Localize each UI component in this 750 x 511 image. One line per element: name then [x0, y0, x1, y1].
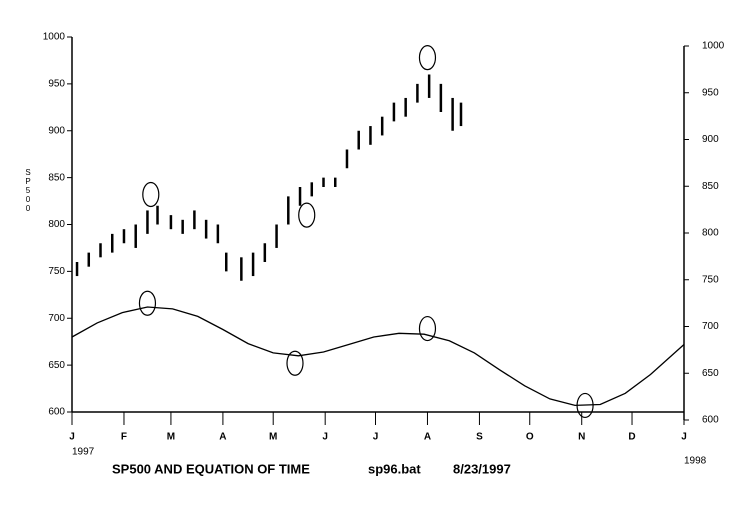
circled-point: [576, 392, 594, 419]
y2-tick-label: 700: [702, 321, 719, 332]
y-tick-label: 600: [48, 407, 65, 418]
x-tick-label: F: [121, 432, 127, 443]
x-tick-label: J: [322, 432, 328, 443]
y-tick-label: 900: [48, 125, 65, 136]
x-tick-label: J: [373, 432, 379, 443]
equation-of-time-curve: [71, 306, 685, 407]
y2-tick-label: 650: [702, 368, 719, 379]
y2-tick-label: 900: [702, 134, 719, 145]
x-tick-label: M: [167, 432, 175, 443]
y2-tick-label: 800: [702, 228, 719, 239]
y-tick-label: 950: [48, 79, 65, 90]
year-label: 1998: [684, 456, 707, 467]
circled-point: [142, 181, 160, 208]
y2-tick-label: 850: [702, 181, 719, 192]
chart-title: SP500 AND EQUATION OF TIME: [112, 461, 310, 476]
y2-tick-label: 950: [702, 87, 719, 98]
y-tick-label: 800: [48, 219, 65, 230]
year-label: 1997: [72, 447, 95, 458]
x-tick-label: A: [219, 432, 226, 443]
y2-tick-label: 600: [702, 415, 719, 426]
x-tick-label: M: [269, 432, 277, 443]
y-tick-label: 850: [48, 172, 65, 183]
x-tick-label: J: [681, 432, 687, 443]
y-tick-label: 650: [48, 360, 65, 371]
annotation: sp96.bat: [368, 461, 421, 476]
circled-point: [138, 290, 157, 316]
circled-point: [418, 45, 437, 71]
x-tick-label: O: [526, 432, 534, 443]
y2-tick-label: 1000: [702, 41, 725, 52]
circled-point: [298, 202, 316, 228]
y-tick-label: 750: [48, 266, 65, 277]
x-tick-label: N: [578, 432, 585, 443]
y2-tick-label: 750: [702, 274, 719, 285]
y-tick-label: 700: [48, 313, 65, 324]
circled-point: [418, 315, 437, 342]
y-axis-label: SP500: [24, 168, 33, 213]
x-tick-label: A: [424, 432, 431, 443]
x-tick-label: S: [476, 432, 483, 443]
circled-point: [286, 350, 304, 376]
y-tick-label: 1000: [43, 32, 66, 43]
annotation: 8/23/1997: [453, 461, 511, 476]
x-tick-label: D: [628, 432, 635, 443]
x-tick-label: J: [69, 432, 75, 443]
